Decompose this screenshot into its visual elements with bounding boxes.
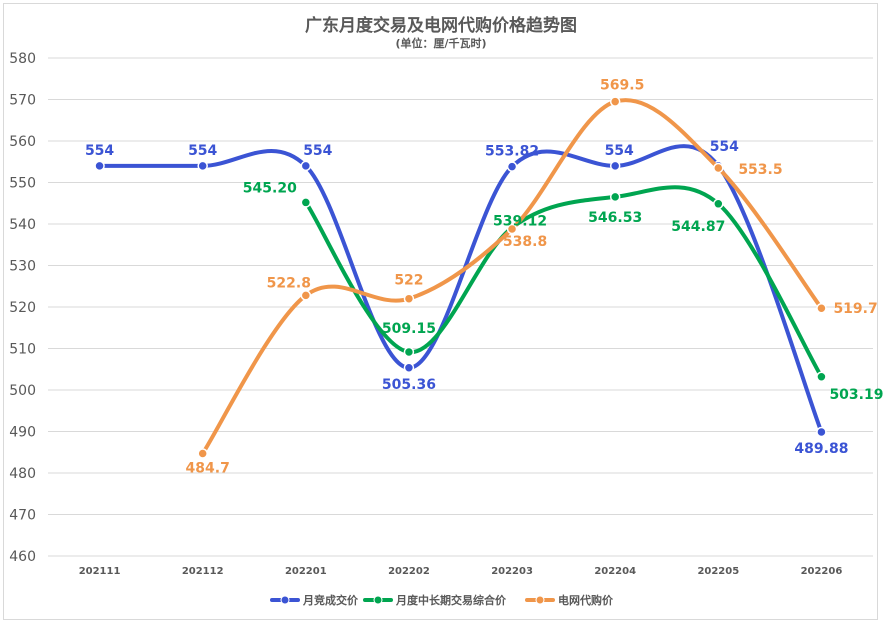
data-point (506, 223, 518, 235)
legend-label: 月竞成交价 (302, 593, 359, 607)
label-layer: 554 554 554 505.36 553.82 554 554 489.88 545.20 5… (85, 78, 883, 477)
data-label: 509.15 (382, 321, 436, 337)
data-label: 519.7 (833, 301, 877, 317)
data-point (713, 162, 724, 174)
series-layer (94, 96, 827, 459)
legend-marker (280, 595, 290, 605)
y-tick-label: 470 (9, 508, 36, 524)
y-tick-label: 560 (9, 134, 36, 150)
data-label: 539.12 (493, 214, 547, 230)
data-point (713, 198, 724, 210)
data-point (94, 160, 105, 172)
x-tick-label: 202111 (79, 566, 121, 577)
data-label: 522 (394, 273, 423, 289)
y-tick-label: 520 (9, 300, 36, 316)
data-label: 505.36 (382, 377, 436, 393)
x-tick-label: 202202 (388, 566, 430, 577)
data-point (197, 160, 208, 172)
chart-subtitle: (单位：厘/千瓦时) (395, 36, 486, 50)
data-label: 553.5 (738, 162, 782, 178)
y-tick-label: 530 (9, 259, 36, 275)
x-tick-label: 202205 (697, 566, 739, 577)
legend-marker (373, 595, 383, 605)
data-label: 546.53 (588, 210, 642, 226)
y-tick-label: 540 (9, 217, 36, 233)
data-point (609, 96, 621, 107)
series-line (97, 144, 824, 434)
data-point (300, 160, 312, 172)
data-label: 554 (710, 139, 739, 155)
data-point (197, 448, 208, 459)
grid-layer: 460 470 480 490 500 510 520 530 540 550 560 570 580 2… (9, 51, 873, 577)
y-tick-label: 510 (9, 342, 36, 358)
y-tick-label: 550 (9, 176, 36, 192)
data-label: 522.8 (267, 275, 311, 291)
data-point (403, 293, 415, 304)
data-label: 545.20 (243, 180, 297, 196)
data-point (506, 161, 518, 172)
data-point (300, 197, 312, 208)
data-label: 489.88 (794, 441, 848, 457)
y-tick-label: 570 (9, 93, 36, 109)
data-label: 569.5 (600, 78, 644, 94)
data-point (609, 160, 621, 172)
legend-marker (535, 595, 545, 605)
data-point (609, 191, 621, 203)
y-tick-label: 490 (9, 425, 36, 441)
legend-label: 月度中长期交易综合价 (395, 593, 507, 607)
legend-item: 电网代购价 (525, 593, 614, 607)
y-tick-label: 480 (9, 466, 36, 482)
data-point (403, 346, 415, 358)
data-point (403, 362, 415, 374)
data-label: 553.82 (485, 144, 539, 160)
series-line (303, 185, 824, 379)
x-tick-label: 202203 (491, 566, 533, 577)
data-label: 554 (605, 143, 634, 159)
data-label: 554 (303, 143, 332, 159)
data-label: 544.87 (671, 219, 725, 235)
x-tick-label: 202204 (594, 566, 636, 577)
x-tick-label: 202206 (801, 566, 843, 577)
data-label: 554 (85, 143, 114, 159)
data-label: 484.7 (186, 460, 230, 476)
data-label: 503.19 (829, 387, 883, 403)
data-point (300, 290, 312, 301)
x-tick-label: 202112 (182, 566, 224, 577)
data-point (816, 426, 827, 438)
data-label: 538.8 (503, 234, 547, 250)
y-tick-label: 580 (9, 51, 36, 67)
data-point (816, 371, 827, 383)
data-label: 554 (188, 143, 217, 159)
legend-item: 月竞成交价 (270, 593, 359, 607)
y-tick-label: 500 (9, 383, 36, 399)
x-tick-label: 202201 (285, 566, 327, 577)
y-tick-label: 460 (9, 549, 36, 565)
chart-title: 广东月度交易及电网代购价格趋势图 (305, 15, 577, 36)
legend-label: 电网代购价 (558, 593, 614, 607)
chart-frame (3, 3, 878, 620)
data-point (816, 302, 827, 314)
legend: 月竞成交价 月度中长期交易综合价 电网代购价 (270, 593, 614, 607)
legend-item: 月度中长期交易综合价 (363, 593, 507, 607)
